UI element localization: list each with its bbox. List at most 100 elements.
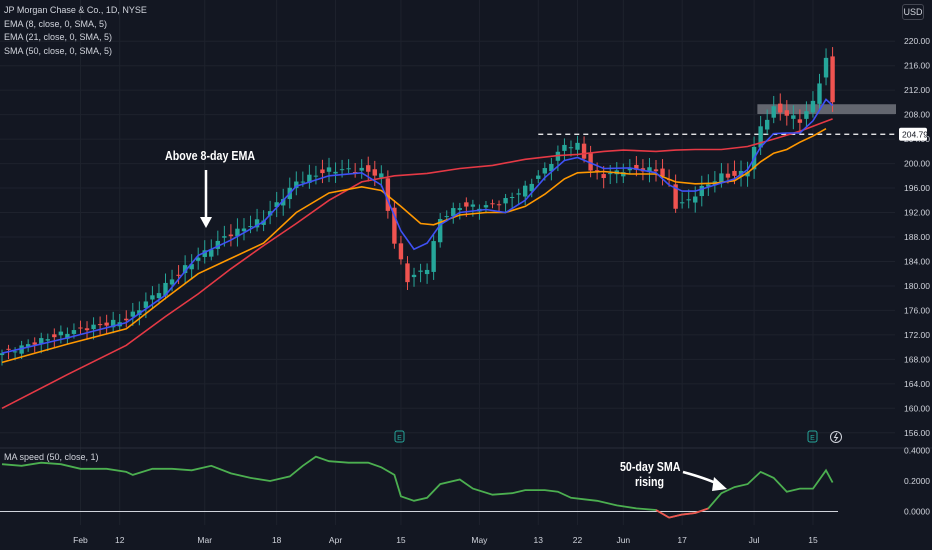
- candle-body: [235, 228, 240, 237]
- candle-body: [608, 173, 613, 175]
- ma-speed-negative-segment: [668, 513, 683, 519]
- candle-body: [745, 172, 750, 177]
- time-tick-label: 15: [396, 535, 406, 545]
- candle-body: [12, 351, 18, 353]
- legend: JP Morgan Chase & Co., 1D, NYSE EMA (8, …: [4, 4, 147, 58]
- candle-body: [39, 338, 44, 344]
- candle-body: [130, 311, 135, 317]
- candle-body: [71, 330, 77, 334]
- candle-body: [699, 185, 704, 197]
- candle-body: [281, 199, 286, 206]
- price-marker-label: 204.79: [902, 129, 928, 139]
- currency-button[interactable]: USD: [902, 4, 924, 20]
- candle-body: [470, 204, 476, 207]
- candle-body: [215, 240, 221, 249]
- price-marker: 204.79: [899, 127, 928, 141]
- candle-body: [0, 353, 5, 356]
- candle-body: [32, 342, 37, 345]
- candle-body: [84, 328, 90, 331]
- ma-speed-negative-segment: [655, 509, 670, 519]
- candle-body: [78, 327, 83, 329]
- candle-body: [673, 184, 678, 209]
- candle-body: [568, 147, 574, 149]
- candles: [0, 47, 835, 366]
- candle-body: [326, 167, 332, 172]
- candle-body: [457, 208, 462, 210]
- candle-body: [274, 202, 279, 207]
- candle-body: [176, 274, 181, 276]
- candle-body: [19, 345, 24, 354]
- candle-body: [189, 264, 194, 270]
- earnings-icon[interactable]: E: [807, 430, 818, 443]
- candle-body: [313, 175, 319, 177]
- candle-body: [222, 236, 227, 238]
- candle-body: [150, 295, 155, 300]
- price-tick-label: 216.00: [904, 61, 930, 71]
- candle-body: [536, 175, 541, 179]
- dividend-icon[interactable]: [830, 431, 842, 443]
- price-tick-label: 208.00: [904, 110, 930, 120]
- speed-tick-label: 0.4000: [904, 446, 930, 456]
- speed-tick-label: 0.0000: [904, 507, 930, 517]
- candle-body: [405, 263, 410, 283]
- candle-body: [300, 181, 306, 183]
- candle-body: [97, 324, 103, 326]
- svg-text:E: E: [810, 435, 815, 442]
- candle-body: [817, 83, 822, 104]
- candle-body: [156, 293, 162, 299]
- candle-body: [621, 172, 626, 177]
- candle-body: [791, 115, 796, 119]
- time-tick-label: May: [471, 535, 488, 545]
- grid: [0, 0, 895, 525]
- candle-body: [706, 184, 711, 187]
- candle-body: [496, 204, 502, 206]
- candle-body: [333, 171, 338, 174]
- candle-body: [254, 219, 260, 228]
- time-tick-label: Apr: [329, 535, 342, 545]
- time-axis[interactable]: Feb 12 Mar 18 Apr 15 May 13 22 Jun 17 Jul 15: [73, 535, 818, 545]
- candle-body: [653, 169, 659, 172]
- candle-body: [267, 211, 273, 216]
- earnings-icon[interactable]: E: [394, 430, 405, 443]
- candle-body: [52, 334, 57, 338]
- candle-body: [339, 169, 345, 171]
- candle-body: [58, 331, 64, 336]
- time-tick-label: 22: [573, 535, 583, 545]
- arrow-down-icon: [200, 170, 212, 228]
- ema21-line: [1, 128, 827, 364]
- candle-body: [320, 169, 325, 174]
- candle-body: [542, 168, 548, 174]
- candle-body: [516, 193, 521, 195]
- candle-body: [764, 119, 770, 130]
- candle-body: [588, 153, 593, 171]
- price-tick-label: 212.00: [904, 85, 930, 95]
- legend-title: JP Morgan Chase & Co., 1D, NYSE: [4, 5, 147, 15]
- time-tick-label: 18: [272, 535, 282, 545]
- price-tick-label: 196.00: [904, 183, 930, 193]
- price-tick-label: 160.00: [904, 403, 930, 413]
- time-tick-label: 13: [534, 535, 544, 545]
- candle-body: [523, 185, 528, 197]
- candle-body: [163, 282, 168, 296]
- ma-speed-legend: MA speed (50, close, 1): [4, 452, 99, 462]
- candle-body: [202, 250, 207, 257]
- candle-body: [431, 241, 436, 272]
- candle-body: [209, 249, 214, 257]
- candle-body: [228, 234, 234, 237]
- candle-body: [634, 164, 639, 170]
- time-tick-label: Jun: [616, 535, 630, 545]
- candle-body: [823, 57, 829, 78]
- candle-body: [451, 208, 456, 217]
- price-axis[interactable]: 156.00 160.00 164.00 168.00 172.00 176.00 180.…: [904, 36, 930, 516]
- candle-body: [6, 348, 11, 350]
- candle-body: [307, 174, 312, 183]
- time-tick-label: 12: [115, 535, 125, 545]
- candle-body: [169, 279, 175, 285]
- price-tick-label: 172.00: [904, 330, 930, 340]
- candle-body: [581, 143, 587, 159]
- ma-speed-negative-segment: [682, 512, 696, 516]
- time-tick-label: Jul: [749, 535, 760, 545]
- candle-body: [804, 111, 809, 119]
- candle-body: [810, 100, 816, 113]
